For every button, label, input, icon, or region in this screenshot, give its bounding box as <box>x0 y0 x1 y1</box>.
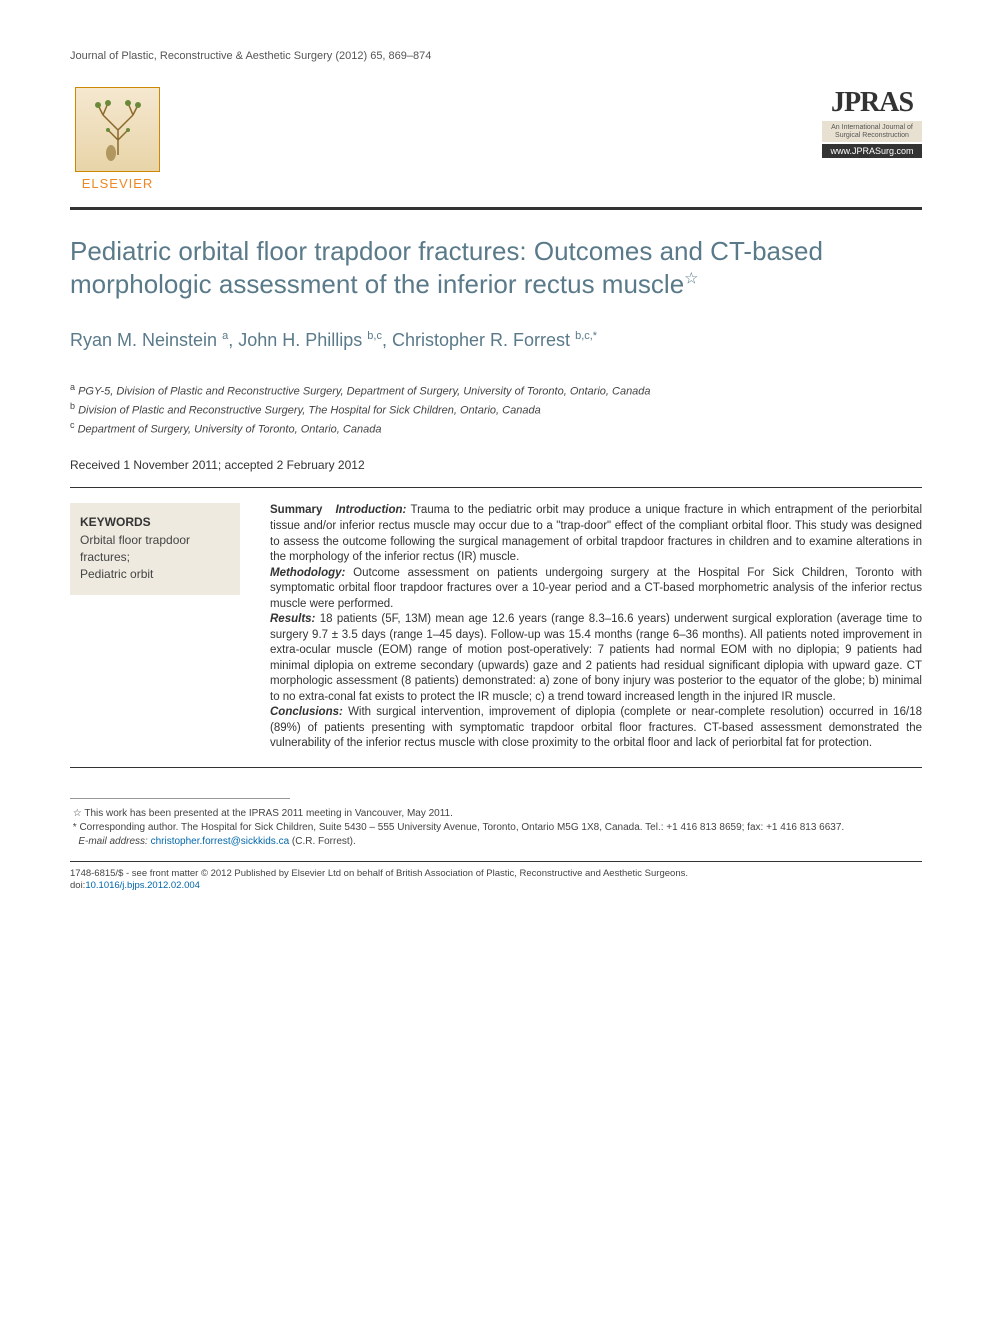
author: John H. Phillips b,c <box>238 330 382 350</box>
article-title: Pediatric orbital floor trapdoor fractur… <box>70 235 922 300</box>
doi-link[interactable]: 10.1016/j.bjps.2012.02.004 <box>85 880 200 891</box>
logo-row: ELSEVIER JPRAS An International Journal … <box>70 87 922 197</box>
affil-text: Division of Plastic and Reconstructive S… <box>78 405 541 417</box>
affiliation: a PGY-5, Division of Plastic and Reconst… <box>70 381 922 400</box>
publisher-logo: ELSEVIER <box>70 87 165 197</box>
author-affil-marker: b,c,* <box>575 330 597 342</box>
abstract-bottom-rule <box>70 767 922 768</box>
author-name: Ryan M. Neinstein <box>70 330 217 350</box>
journal-acronym: JPRAS <box>822 87 922 119</box>
footnotes: ☆ This work has been presented at the IP… <box>70 807 922 849</box>
journal-url[interactable]: www.JPRASurg.com <box>822 144 922 158</box>
publisher-name: ELSEVIER <box>82 176 154 191</box>
keywords-box: KEYWORDS Orbital floor trapdoor fracture… <box>70 503 240 594</box>
author-name: Christopher R. Forrest <box>392 330 570 350</box>
footnote-text: This work has been presented at the IPRA… <box>84 808 453 819</box>
footnote-corresponding: * Corresponding author. The Hospital for… <box>70 821 922 835</box>
conclusions-label: Conclusions: <box>270 706 343 718</box>
keywords-heading: KEYWORDS <box>80 515 230 529</box>
methodology-text: Outcome assessment on patients undergoin… <box>270 567 922 610</box>
elsevier-tree-icon <box>75 87 160 172</box>
affil-key: c <box>70 420 75 430</box>
conclusions-text: With surgical intervention, improvement … <box>270 706 922 749</box>
summary-label: Summary <box>270 504 322 516</box>
keywords-list: Orbital floor trapdoor fractures; Pediat… <box>80 532 230 582</box>
email-link[interactable]: christopher.forrest@sickkids.ca <box>151 836 290 847</box>
author: Christopher R. Forrest b,c,* <box>392 330 597 350</box>
author-name: John H. Phillips <box>238 330 362 350</box>
author-list: Ryan M. Neinstein a, John H. Phillips b,… <box>70 330 922 351</box>
author: Ryan M. Neinstein a <box>70 330 228 350</box>
copyright-block: 1748-6815/$ - see front matter © 2012 Pu… <box>70 868 922 893</box>
title-rule <box>70 207 922 210</box>
copyright-rule <box>70 861 922 862</box>
intro-label: Introduction: <box>335 504 406 516</box>
footnote-text: Corresponding author. The Hospital for S… <box>79 822 844 833</box>
journal-subtitle: An International Journal of Surgical Rec… <box>822 121 922 142</box>
doi-label: doi: <box>70 880 85 891</box>
email-label: E-mail address: <box>78 836 147 847</box>
methodology-label: Methodology: <box>270 567 345 579</box>
title-text: Pediatric orbital floor trapdoor fractur… <box>70 236 823 299</box>
affil-key: a <box>70 382 75 392</box>
footnote-email: E-mail address: christopher.forrest@sick… <box>70 835 922 849</box>
affiliations: a PGY-5, Division of Plastic and Reconst… <box>70 381 922 438</box>
issn-copyright: 1748-6815/$ - see front matter © 2012 Pu… <box>70 868 688 879</box>
email-suffix: (C.R. Forrest). <box>292 836 356 847</box>
journal-header: Journal of Plastic, Reconstructive & Aes… <box>70 50 922 62</box>
article-dates: Received 1 November 2011; accepted 2 Feb… <box>70 458 922 472</box>
abstract-row: KEYWORDS Orbital floor trapdoor fracture… <box>70 503 922 751</box>
affiliation: b Division of Plastic and Reconstructive… <box>70 400 922 419</box>
abstract-top-rule <box>70 487 922 488</box>
abstract: Summary Introduction: Trauma to the pedi… <box>270 503 922 751</box>
footnote-rule <box>70 798 290 799</box>
results-label: Results: <box>270 613 315 625</box>
title-footnote-star-icon: ☆ <box>684 270 698 287</box>
results-text: 18 patients (5F, 13M) mean age 12.6 year… <box>270 613 922 703</box>
author-affil-marker: a <box>222 330 228 342</box>
affil-text: PGY-5, Division of Plastic and Reconstru… <box>78 386 650 398</box>
affiliation: c Department of Surgery, University of T… <box>70 419 922 438</box>
footnote-presentation: ☆ This work has been presented at the IP… <box>70 807 922 821</box>
journal-logo: JPRAS An International Journal of Surgic… <box>822 87 922 158</box>
author-affil-marker: b,c <box>367 330 382 342</box>
affil-text: Department of Surgery, University of Tor… <box>78 424 382 436</box>
affil-key: b <box>70 401 75 411</box>
